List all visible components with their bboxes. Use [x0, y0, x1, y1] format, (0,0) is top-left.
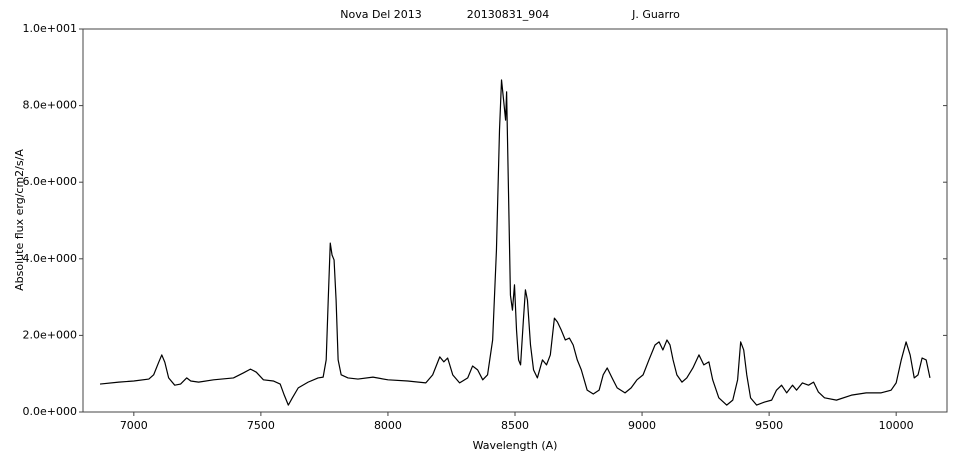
y-tick-label: 0.0e+000: [23, 405, 77, 418]
x-axis-label: Wavelength (A): [473, 439, 558, 452]
x-tick-label: 8500: [501, 419, 529, 432]
y-tick-label: 1.0e+001: [23, 22, 77, 35]
y-tick-label: 8.0e+000: [23, 99, 77, 112]
x-tick-label: 7500: [247, 419, 275, 432]
x-tick-label: 9500: [755, 419, 783, 432]
x-tick-label: 7000: [120, 419, 148, 432]
y-tick-label: 4.0e+000: [23, 252, 77, 265]
chart-title: Nova Del 2013: [340, 8, 422, 21]
y-axis-label: Absolute flux erg/cm2/s/A: [13, 149, 26, 291]
y-tick-label: 2.0e+000: [23, 328, 77, 341]
x-tick-label: 8000: [374, 419, 402, 432]
x-tick-label: 9000: [628, 419, 656, 432]
spectrum-line: [99, 79, 931, 406]
y-tick-label: 6.0e+000: [23, 175, 77, 188]
x-tick-label: 10000: [879, 419, 914, 432]
chart-author: J. Guarro: [631, 8, 680, 21]
chart-subtitle: 20130831_904: [467, 8, 549, 21]
